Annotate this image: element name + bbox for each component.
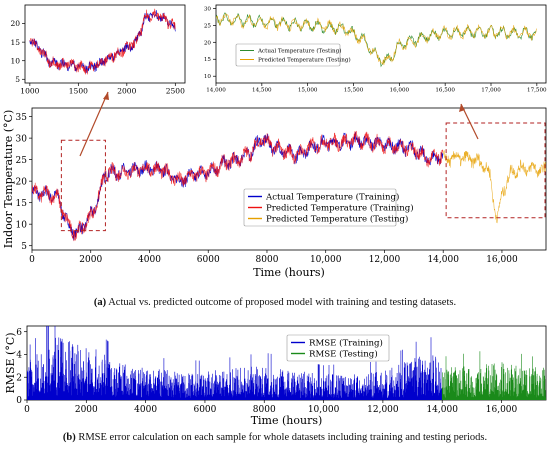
arrow-right-head [459,104,465,112]
y-tick-label: 30 [204,6,212,12]
x-tick-label: 2000 [117,87,136,96]
x-tick-label: 6000 [193,405,216,415]
x-tick-label: 2000 [75,405,98,415]
y-tick-label: 30 [16,134,28,144]
x-tick-label: 1000 [20,87,39,96]
y-tick-label: 2 [16,373,22,383]
x-tick-label: 10,000 [310,255,342,265]
x-tick-label: 14,000 [426,405,458,415]
x-axis-label: Time (hours) [251,414,323,427]
legend-box [243,188,397,227]
arrow-left [79,91,109,157]
y-tick-label: 4 [16,351,22,361]
x-tick-label: 16,000 [486,405,518,415]
plot-frame [31,107,547,251]
x-tick-label: 17,000 [481,88,501,94]
y-axis-label: Indoor Temperature (°C) [2,110,15,249]
y-tick-label: 20 [16,177,28,187]
y-tick-label: 15 [16,199,28,209]
y-tick-label: 10 [16,220,28,230]
main-chart: 0 2000 4000 6000 8000 10,000 12,000 14,000 16,00… [2,107,547,279]
series-line-series-1 [29,8,176,75]
x-axis-label: Time (hours) [253,266,325,279]
x-tick-label: 12,000 [369,255,401,265]
legend-entry: Actual Temperature (Testing) [257,47,341,54]
y-tick-label: 25 [16,156,28,166]
x-tick-label: 16,000 [390,88,410,94]
rmse-chart: 0 2000 4000 6000 8000 10,000 12,000 14,000 16,00… [4,325,547,427]
y-tick-label: 15 [204,57,212,63]
legend-entry: Predicted Temperature (Testing) [258,56,351,63]
y-tick-label: 0 [16,396,22,406]
y-axis-label: RMSE (°C) [4,332,17,393]
x-tick-label: 8000 [256,255,279,265]
caption-a-text: Actual vs. predicted outcome of proposed… [106,297,457,308]
legend-entry: Predicted Temperature (Training) [266,203,414,214]
y-tick-label: 20 [10,19,20,28]
series-group [32,130,546,242]
caption-b: (b) RMSE error calculation on each sampl… [0,432,550,443]
x-tick-label: 0 [29,255,35,265]
x-tick-label: 8000 [253,405,276,415]
x-tick-label: 15,000 [298,88,318,94]
y-tick-label: 6 [16,328,22,338]
x-tick-label: 16,500 [435,88,455,94]
legend-entry: Predicted Temperature (Testing) [266,214,408,225]
x-tick-label: 16,000 [486,255,518,265]
series-line-rmse-testing- [441,351,546,400]
caption-a: (a) Actual vs. predicted outcome of prop… [0,297,550,308]
series-group [29,8,176,75]
legend-entry: RMSE (Training) [309,338,383,349]
y-tick-label: 10 [204,74,212,80]
series-group [216,12,537,68]
inset-left-chart: 1000 1500 2000 2500 5 10 15 20 [10,4,186,96]
series-line-rmse-training- [27,326,443,400]
caption-b-label: (b) [62,432,76,443]
y-tick-label: 35 [16,113,28,123]
zoom-arrows [79,91,479,157]
legend-entry: RMSE (Testing) [309,349,378,360]
x-tick-label: 14,000 [427,255,459,265]
series-line-predicted-temperature-testing- [442,150,546,224]
x-tick-label: 4000 [134,405,157,415]
y-tick-label: 5 [15,75,20,84]
caption-a-label: (a) [93,297,107,308]
y-tick-label: 25 [204,23,212,29]
x-tick-label: 10,000 [308,405,340,415]
series-line-predicted-temperature-training- [32,130,444,242]
inset-right-chart: 14,000 14,500 15,000 15,500 16,000 16,500 17,0… [204,4,547,94]
y-tick-label: 5 [21,242,27,252]
y-tick-label: 10 [10,56,20,65]
caption-b-text: RMSE error calculation on each sample fo… [75,432,488,443]
legend-box [286,334,390,362]
legend-box [235,43,341,67]
x-tick-label: 1500 [69,87,88,96]
x-tick-label: 12,000 [367,405,399,415]
x-tick-label: 2000 [79,255,102,265]
series-line-predicted-temperature-testing- [216,13,537,66]
x-tick-label: 14,000 [206,88,226,94]
y-tick-label: 15 [10,38,20,47]
series-group [27,326,546,400]
zoom-box-left [60,139,106,232]
x-tick-label: 17,500 [527,88,547,94]
arrow-left-head [103,92,109,100]
x-tick-label: 6000 [197,255,220,265]
legend-entry: Actual Temperature (Training) [265,192,399,203]
x-tick-label: 15,500 [344,88,364,94]
x-tick-label: 2500 [166,87,185,96]
x-tick-label: 14,500 [252,88,272,94]
x-tick-label: 4000 [138,255,161,265]
zoom-box-right [445,122,546,219]
y-tick-label: 20 [204,40,212,46]
x-tick-label: 0 [24,405,30,415]
